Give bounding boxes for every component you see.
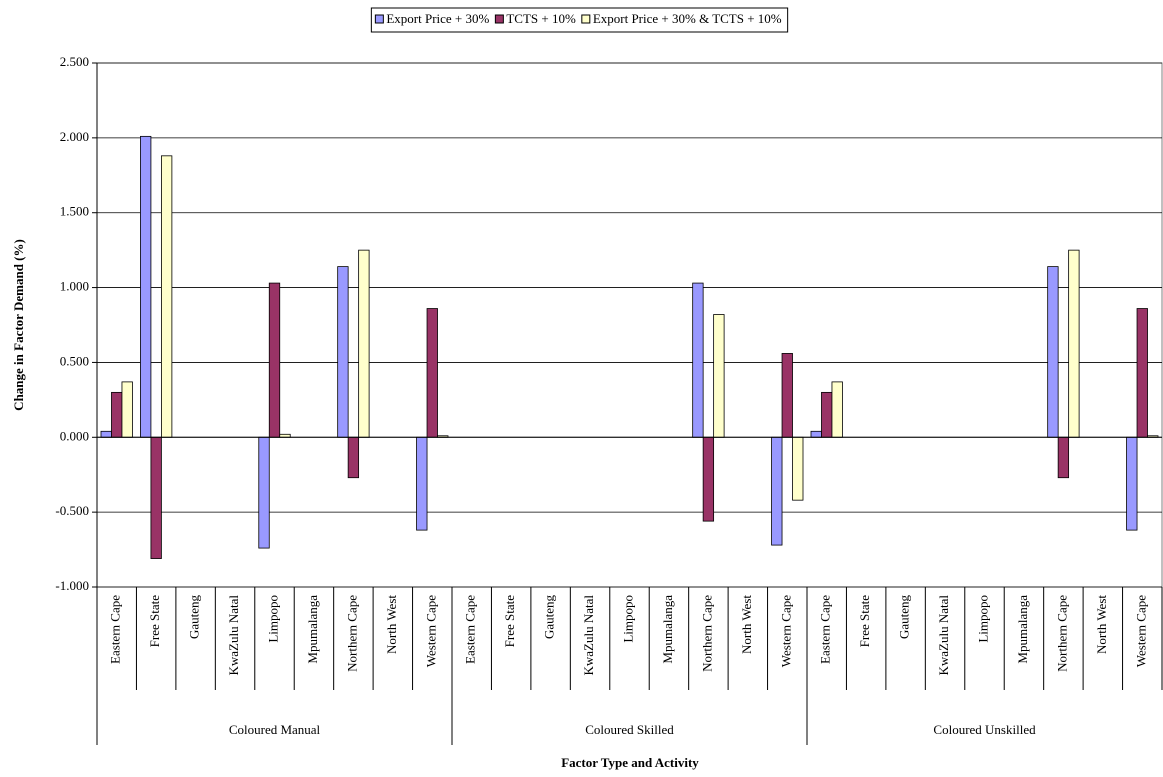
bar: [692, 282, 704, 438]
y-tick-label: -0.500: [55, 503, 89, 518]
x-tick-label: Gauteng: [542, 595, 557, 640]
bar: [111, 391, 123, 438]
x-axis-title: Factor Type and Activity: [561, 755, 699, 770]
y-tick-label: -1.000: [55, 578, 89, 593]
legend-label: TCTS + 10%: [506, 11, 576, 26]
x-tick-label: Eastern Cape: [108, 595, 123, 664]
x-tick-label: Mpumalanga: [660, 595, 675, 664]
bar: [1068, 249, 1080, 438]
y-tick-label: 0.000: [60, 428, 89, 443]
bar: [702, 436, 715, 522]
bar: [1126, 436, 1138, 531]
group-label: Coloured Skilled: [585, 722, 674, 737]
bar: [426, 308, 438, 438]
legend-label: Export Price + 30%: [386, 11, 489, 26]
plot-area: [96, 62, 1163, 588]
bar: [358, 249, 370, 438]
y-axis-title: Change in Factor Demand (%): [11, 239, 26, 411]
bar: [100, 430, 112, 438]
x-tick-label: Free State: [147, 595, 162, 648]
bar: [810, 430, 822, 438]
x-tick-label: Northern Cape: [699, 595, 714, 672]
bar: [337, 266, 349, 438]
x-tick-label: Mpumalanga: [1015, 595, 1030, 664]
bar: [1136, 308, 1148, 438]
x-tick-label: North West: [384, 595, 399, 654]
bar: [161, 155, 173, 438]
y-tick-label: 1.000: [60, 279, 89, 294]
legend-swatch: [374, 14, 384, 24]
y-tick-label: 1.500: [60, 204, 89, 219]
bar: [821, 391, 833, 438]
bar: [1057, 436, 1070, 479]
bar: [792, 436, 804, 501]
bar: [713, 314, 725, 438]
bar: [121, 381, 133, 438]
legend-swatch: [494, 14, 504, 24]
x-tick-label: Mpumalanga: [305, 595, 320, 664]
group-label: Coloured Unskilled: [933, 722, 1036, 737]
bar: [831, 381, 843, 438]
x-tick-label: Free State: [857, 595, 872, 648]
bar: [140, 135, 152, 438]
x-tick-label: Western Cape: [1133, 595, 1148, 667]
bar: [150, 436, 162, 559]
x-tick-label: North West: [1094, 595, 1109, 654]
x-tick-label: Northern Cape: [344, 595, 359, 672]
y-tick-label: 0.500: [60, 353, 89, 368]
x-tick-label: Limpopo: [620, 595, 635, 643]
bar: [416, 436, 428, 531]
bar: [1047, 266, 1059, 438]
legend-swatch: [581, 14, 591, 24]
y-tick-label: 2.500: [60, 54, 89, 69]
x-tick-label: Free State: [502, 595, 517, 648]
x-tick-label: KwaZulu Natal: [226, 595, 241, 676]
bar: [771, 436, 783, 546]
x-tick-label: Limpopo: [975, 595, 990, 643]
legend: [370, 7, 789, 33]
x-tick-label: Western Cape: [423, 595, 438, 667]
y-tick-label: 2.000: [60, 129, 89, 144]
x-tick-label: Northern Cape: [1054, 595, 1069, 672]
x-tick-label: KwaZulu Natal: [581, 595, 596, 676]
bar: [347, 436, 360, 479]
x-tick-label: Gauteng: [897, 595, 912, 640]
bar: [781, 353, 793, 438]
x-tick-label: Gauteng: [187, 595, 202, 640]
x-tick-label: Western Cape: [778, 595, 793, 667]
x-tick-label: Eastern Cape: [818, 595, 833, 664]
legend-label: Export Price + 30% & TCTS + 10%: [593, 11, 782, 26]
bar: [258, 436, 270, 549]
x-tick-label: Eastern Cape: [463, 595, 478, 664]
x-tick-label: North West: [739, 595, 754, 654]
bar: [268, 282, 281, 438]
group-label: Coloured Manual: [229, 722, 321, 737]
x-tick-label: KwaZulu Natal: [936, 595, 951, 676]
x-tick-label: Limpopo: [265, 595, 280, 643]
